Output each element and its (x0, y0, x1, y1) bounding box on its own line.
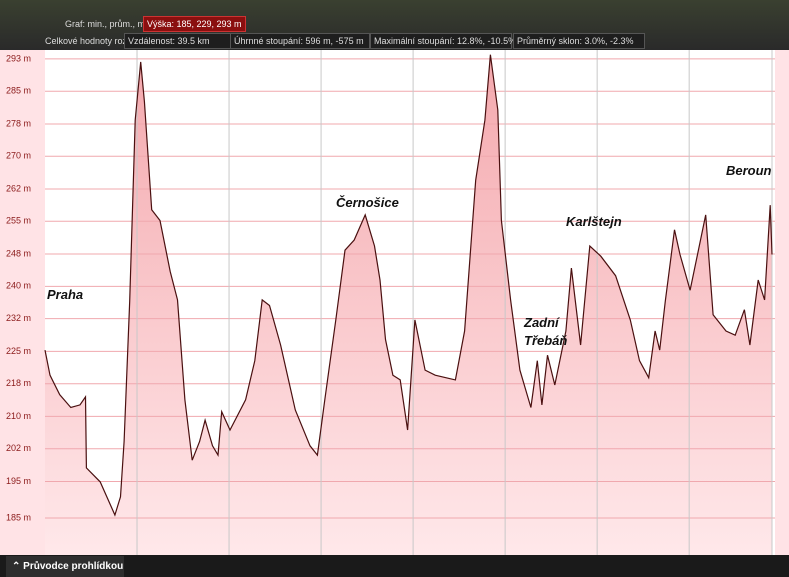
y-tick-label: 270 m (6, 151, 31, 161)
button-label[interactable]: Průvodce prohlídkou (23, 561, 124, 572)
climb-stat: Úhrnné stoupání: 596 m, -575 m (230, 33, 370, 49)
place-label: Zadní Třebáň (524, 315, 568, 348)
range-label: Celkové hodnoty rozsahu (45, 36, 147, 46)
max-climb-stat: Maximální stoupání: 12.8%, -10.5% (370, 33, 516, 49)
height-stat: Výška: 185, 229, 293 m (143, 16, 246, 32)
place-label: Beroun (726, 163, 772, 178)
y-tick-label: 195 m (6, 476, 31, 486)
y-tick-label: 218 m (6, 378, 31, 388)
place-label: Karlštejn (566, 214, 622, 229)
slope-stat: Průměrný sklon: 3.0%, -2.3% (513, 33, 645, 49)
footer-bar (0, 555, 789, 577)
profile-line (44, 54, 773, 517)
y-tick-label: 202 m (6, 443, 31, 453)
y-tick-label: 285 m (6, 86, 31, 96)
y-tick-label: 185 m (6, 512, 31, 522)
button-icon: ⌃ (12, 561, 24, 572)
y-tick-label: 240 m (6, 281, 31, 291)
y-tick-label: 278 m (6, 118, 31, 128)
y-tick-label: 293 m (6, 53, 31, 63)
place-label: Černošice (336, 195, 399, 210)
graph-label: Graf: min., prům., max.: (65, 19, 160, 29)
y-tick-label: 262 m (6, 183, 31, 193)
y-tick-label: 255 m (6, 216, 31, 226)
header: Graf: min., prům., max.: Výška: 185, 229… (0, 0, 789, 50)
y-tick-label: 225 m (6, 346, 31, 356)
area (45, 54, 772, 555)
distance-stat: Vzdálenost: 39.5 km (124, 33, 234, 49)
place-label: Praha (47, 287, 84, 302)
y-tick-label: 248 m (6, 248, 31, 258)
y-tick-label: 210 m (6, 411, 31, 421)
y-tick-label: 232 m (6, 313, 31, 323)
guide-button[interactable]: ⌃ Průvodce prohlídkou (6, 556, 124, 577)
